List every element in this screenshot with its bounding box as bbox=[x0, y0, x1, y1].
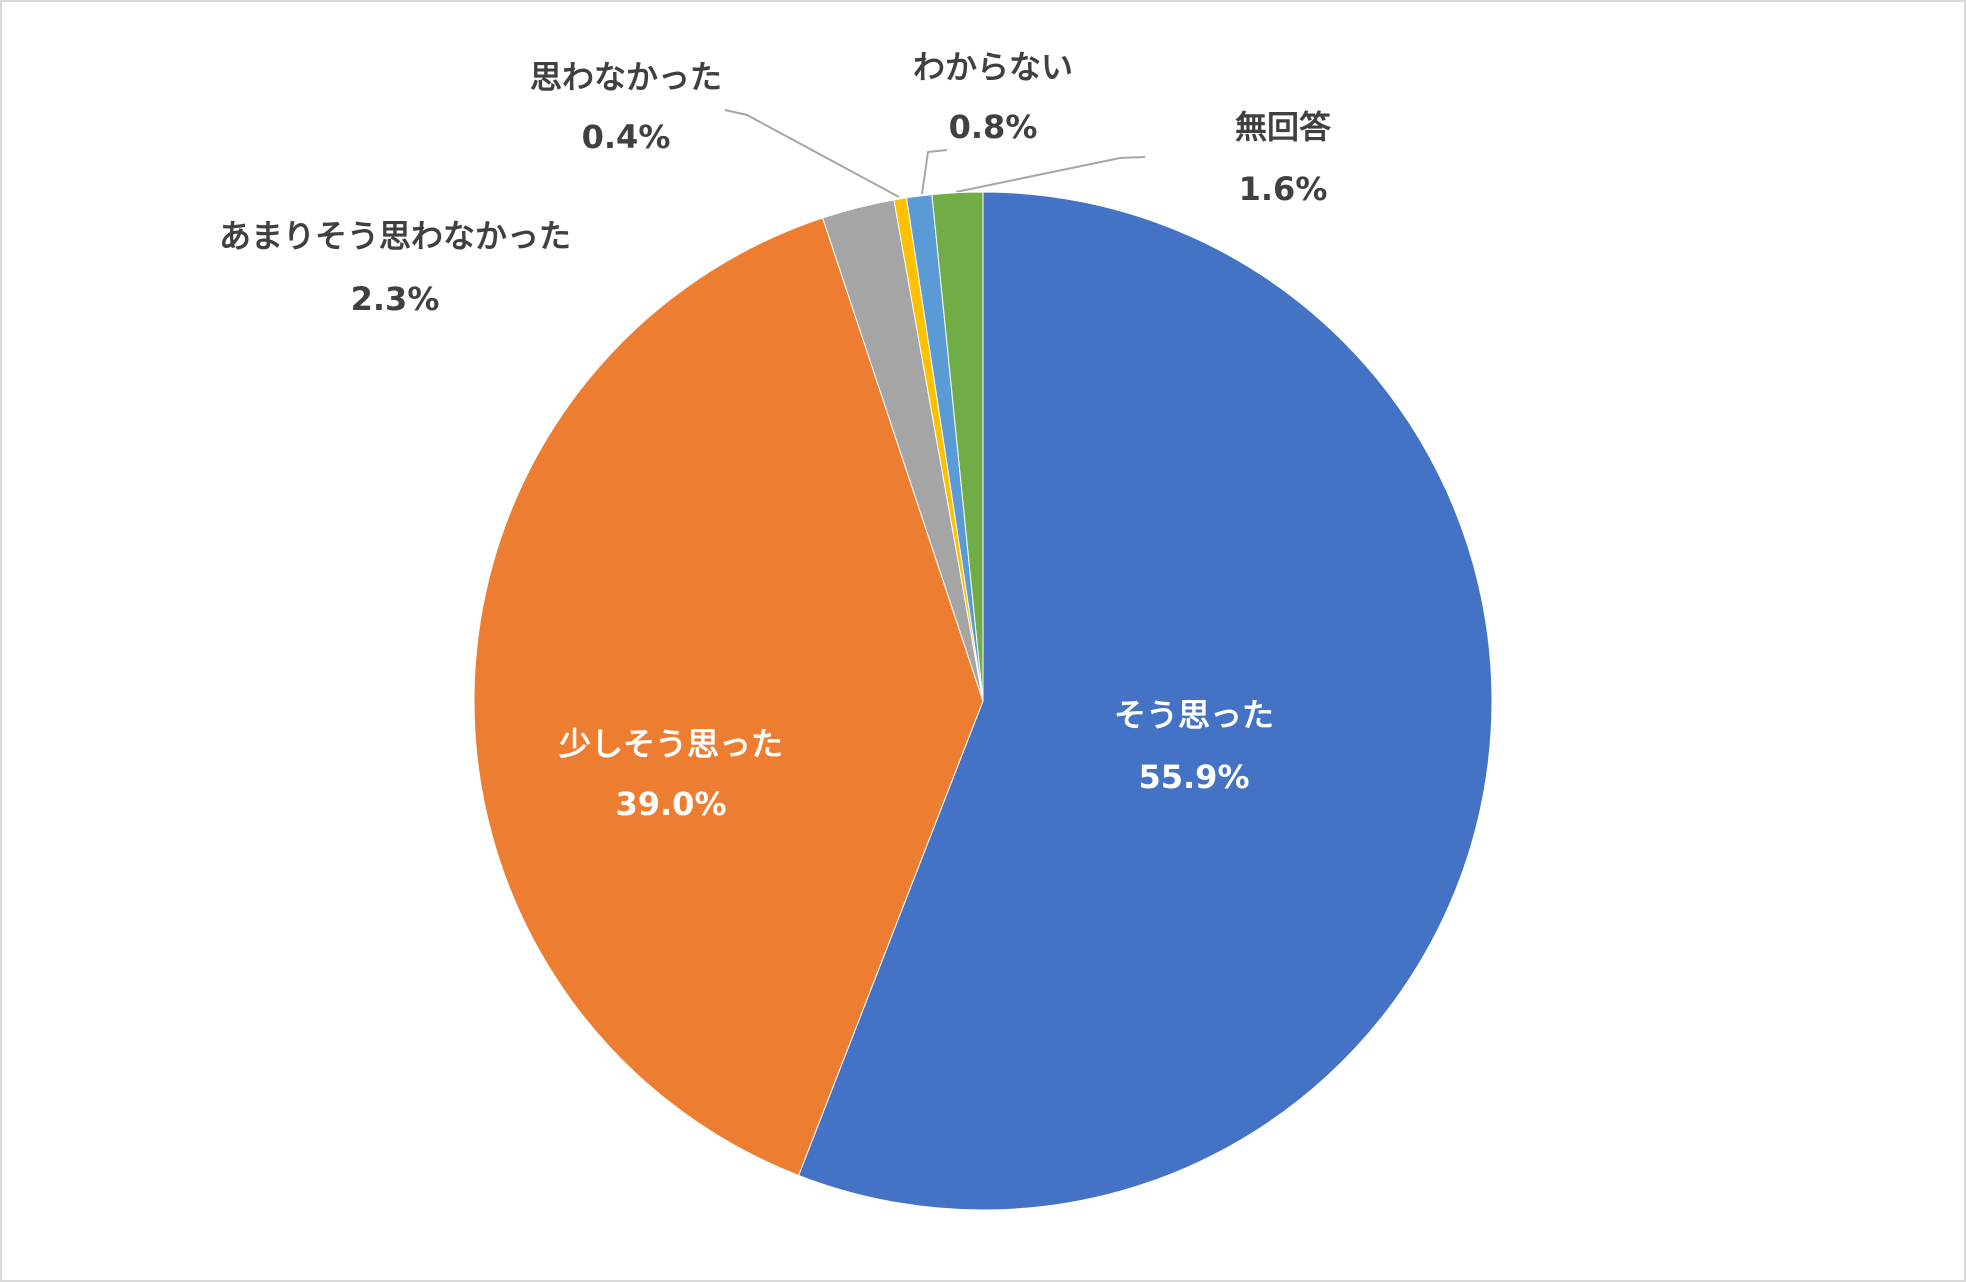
slice-label: 無回答 bbox=[1235, 108, 1332, 146]
value-label: 39.0% bbox=[615, 785, 726, 823]
pie-slice bbox=[473, 217, 984, 1177]
leader-line bbox=[724, 109, 900, 198]
pie-slice bbox=[797, 191, 1493, 1211]
value-label: 0.8% bbox=[949, 108, 1038, 146]
value-label: 1.6% bbox=[1239, 170, 1328, 208]
slice-label: 少しそう思った bbox=[559, 725, 783, 763]
value-label: 55.9% bbox=[1138, 758, 1249, 796]
value-label: 0.4% bbox=[582, 118, 671, 156]
slice-label: そう思った bbox=[1114, 696, 1274, 734]
slice-label: わからない bbox=[913, 48, 1073, 86]
leader-line bbox=[921, 149, 948, 195]
slice-label: あまりそう思わなかった bbox=[219, 217, 571, 255]
value-label: 2.3% bbox=[351, 280, 440, 318]
leader-line bbox=[955, 156, 1146, 193]
pie-slice bbox=[931, 191, 984, 702]
slice-label: 思わなかった bbox=[530, 58, 722, 96]
